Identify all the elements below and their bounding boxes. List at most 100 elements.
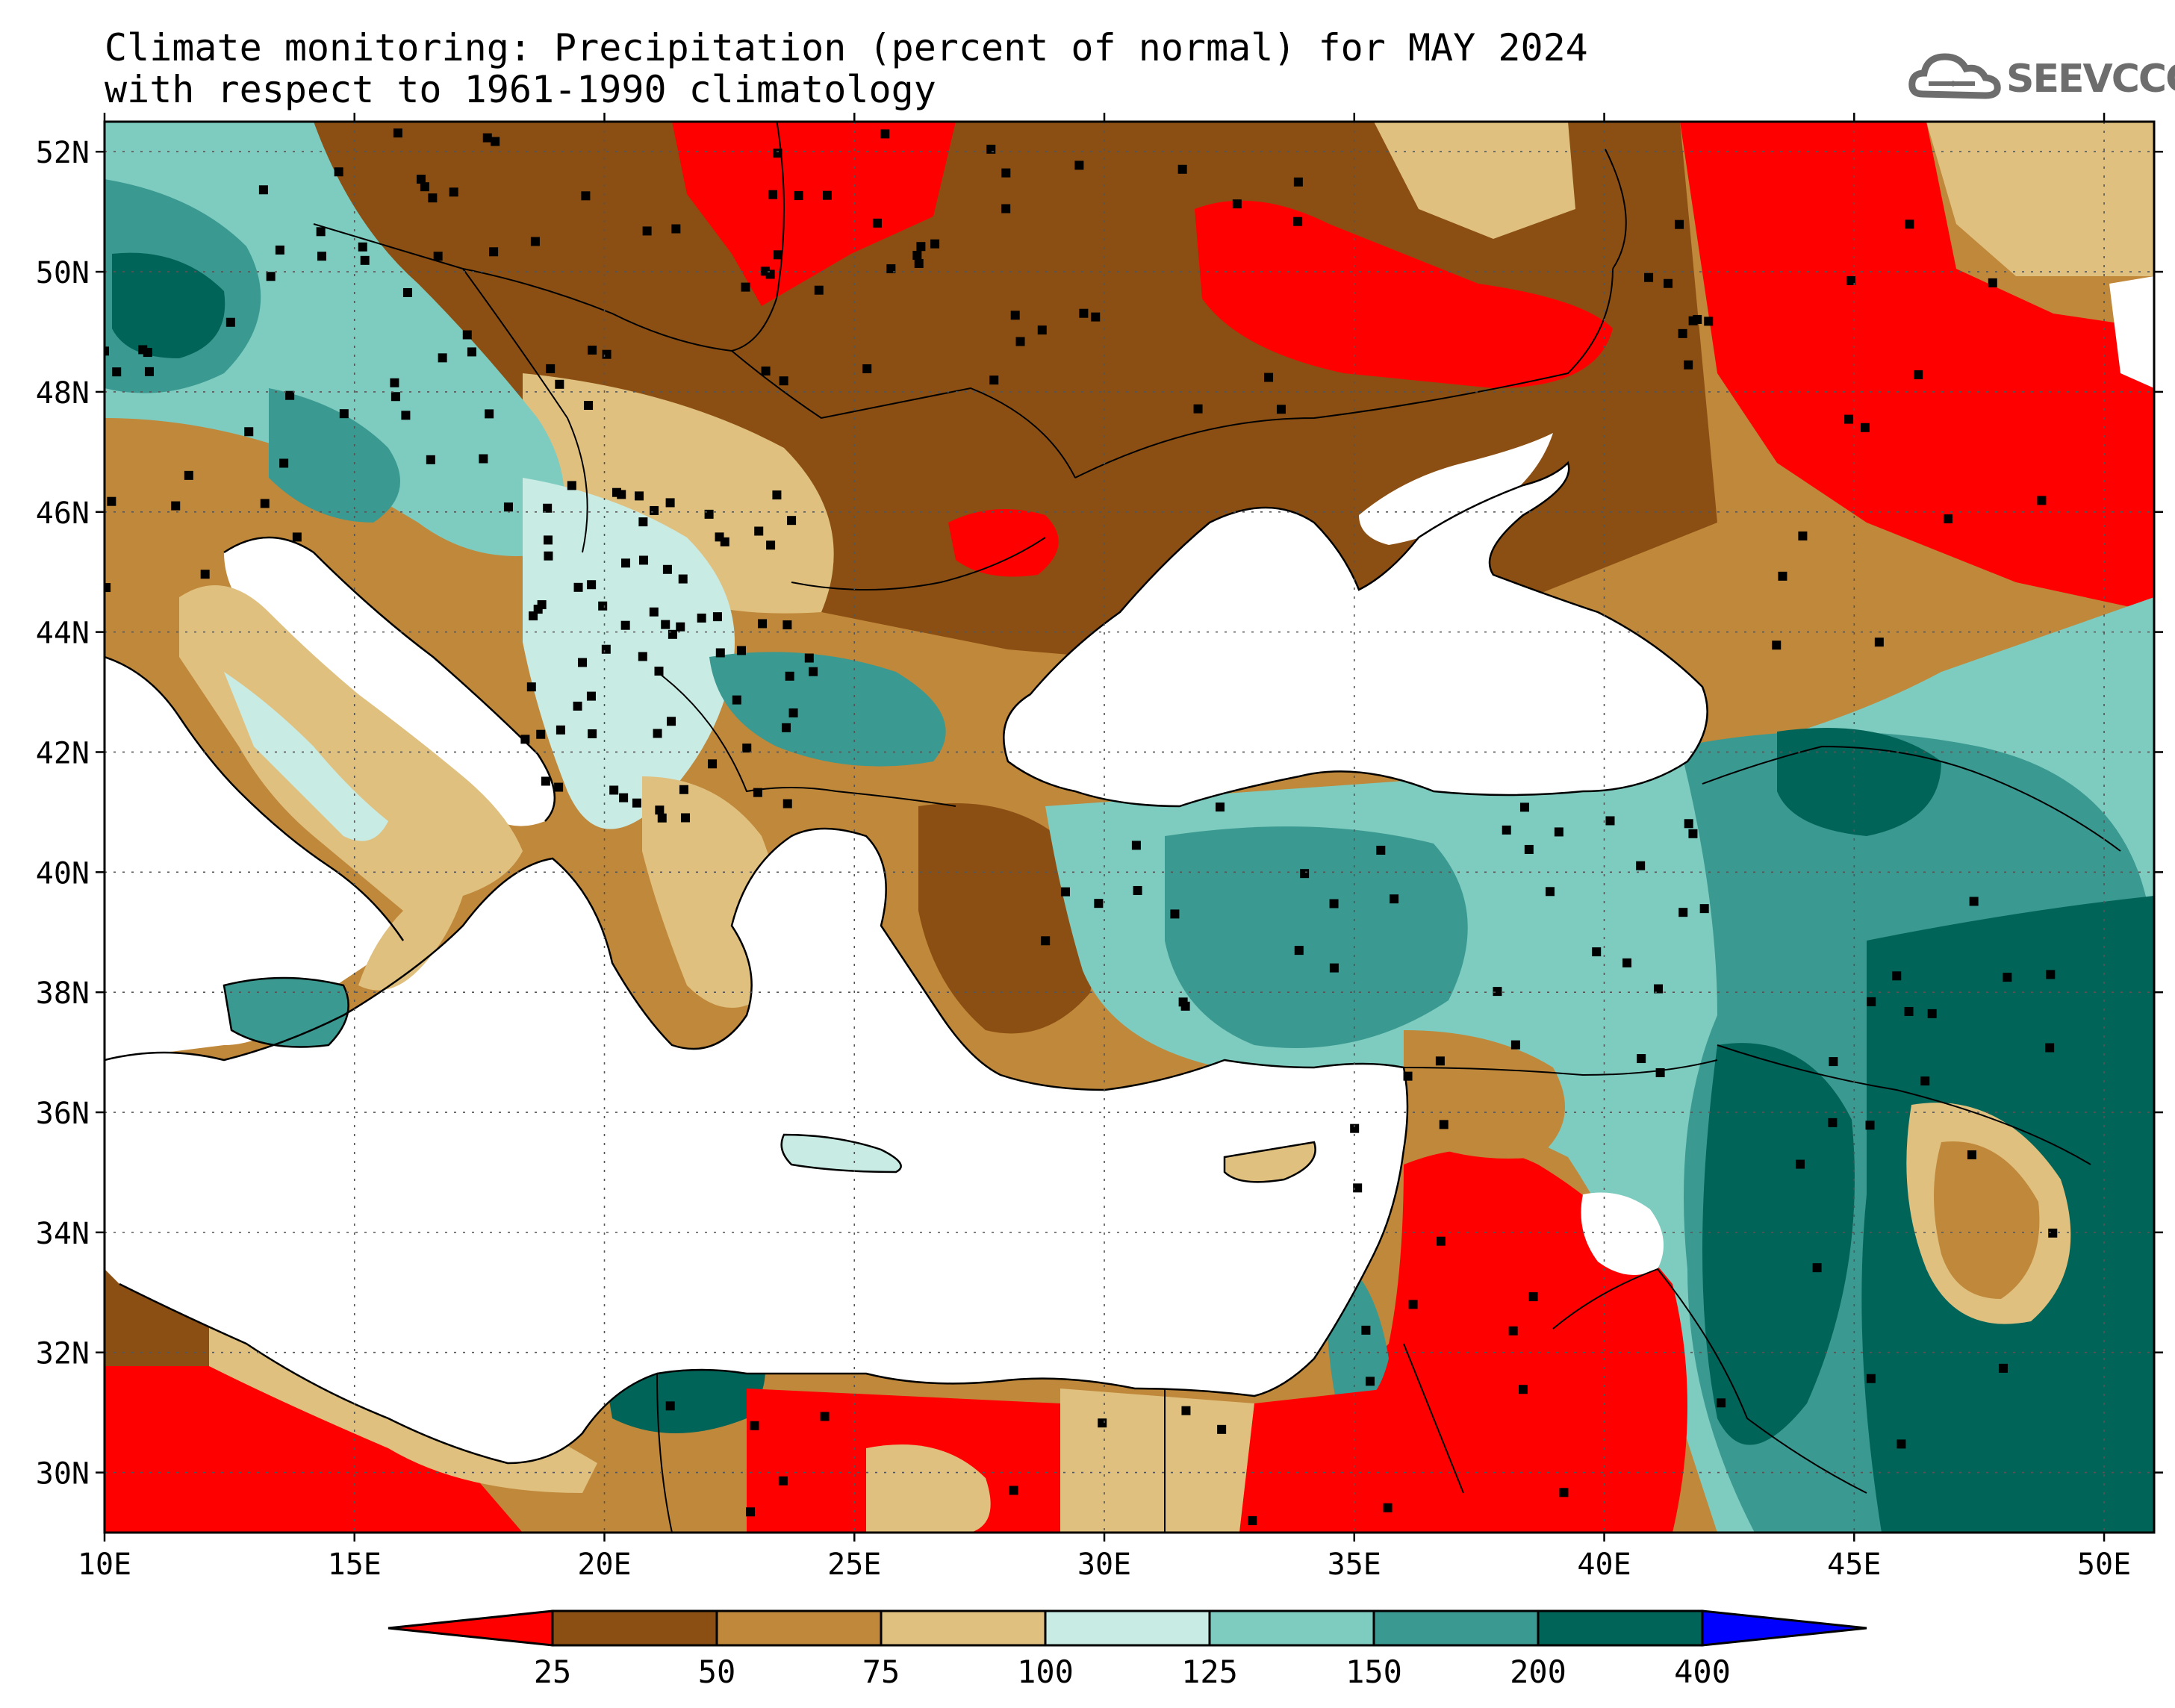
map-frame: [103, 120, 2156, 1534]
lon-tick-label: 45E: [1827, 1548, 1881, 1582]
station-marker: [1684, 819, 1693, 829]
station-marker: [914, 258, 924, 268]
station-marker: [1772, 640, 1782, 650]
station-marker: [1060, 887, 1070, 897]
station-marker: [360, 255, 370, 265]
station-marker: [1920, 1076, 1930, 1086]
station-marker: [1015, 337, 1025, 346]
station-markers: [105, 128, 2058, 1526]
station-marker: [1010, 311, 1020, 320]
station-marker: [171, 501, 181, 511]
station-marker: [754, 526, 764, 536]
station-marker: [1846, 275, 1855, 285]
station-marker: [1812, 1263, 1822, 1273]
station-marker: [1131, 841, 1141, 850]
station-marker: [244, 427, 254, 437]
station-marker: [598, 601, 608, 611]
station-marker: [665, 1401, 675, 1411]
station-marker: [520, 735, 530, 744]
lat-tick-label: 42N: [36, 736, 90, 770]
station-marker: [741, 282, 750, 292]
station-marker: [1678, 908, 1688, 917]
country-borders: [313, 122, 2121, 1533]
station-marker: [584, 401, 594, 411]
legend-swatch: [1537, 1609, 1704, 1647]
legend-label: 400: [1674, 1654, 1731, 1690]
station-marker: [138, 345, 148, 355]
legend-arrow-high: [1701, 1609, 1867, 1647]
station-marker: [1655, 1068, 1665, 1077]
station-marker: [668, 629, 677, 639]
legend-swatch: [715, 1609, 883, 1647]
lat-tick-label: 30N: [36, 1457, 90, 1492]
station-marker: [1559, 1488, 1569, 1497]
station-marker: [1678, 328, 1687, 338]
station-marker: [555, 379, 564, 389]
station-marker: [1874, 638, 1884, 647]
station-marker: [1865, 1121, 1875, 1130]
station-marker: [1829, 1057, 1838, 1067]
station-marker: [708, 759, 718, 769]
station-marker: [588, 729, 597, 738]
station-marker: [1637, 1054, 1646, 1064]
station-marker: [1329, 963, 1339, 973]
station-marker: [1353, 1183, 1363, 1193]
station-marker: [746, 1507, 756, 1517]
station-marker: [1519, 1385, 1528, 1394]
station-marker: [1943, 514, 1952, 524]
station-marker: [1927, 1009, 1937, 1018]
lat-tick-label: 38N: [36, 976, 90, 1011]
station-marker: [433, 252, 443, 261]
station-marker: [1329, 899, 1339, 908]
station-marker: [1403, 1071, 1413, 1081]
station-marker: [536, 729, 546, 739]
station-marker: [485, 409, 494, 419]
station-marker: [1778, 571, 1787, 581]
station-marker: [184, 470, 193, 480]
station-marker: [1998, 1363, 2008, 1373]
station-marker: [105, 583, 111, 593]
station-marker: [1654, 984, 1664, 994]
station-marker: [753, 788, 762, 797]
station-marker: [285, 390, 295, 400]
station-marker: [766, 540, 776, 550]
station-marker: [809, 667, 818, 676]
legend-swatch: [880, 1609, 1047, 1647]
station-marker: [1554, 827, 1563, 837]
station-marker: [1844, 414, 1854, 424]
station-marker: [638, 517, 648, 527]
axis-ticks: [96, 113, 2163, 1542]
station-marker: [1001, 204, 1011, 214]
lat-tick-label: 48N: [36, 376, 90, 411]
station-marker: [144, 367, 154, 376]
station-marker: [1193, 404, 1203, 414]
station-marker: [1365, 1377, 1375, 1386]
station-marker: [1293, 216, 1303, 226]
station-marker: [820, 1412, 830, 1421]
station-marker: [334, 167, 343, 177]
station-marker: [697, 613, 706, 623]
station-marker: [782, 799, 792, 808]
station-marker: [275, 245, 284, 255]
station-marker: [586, 691, 596, 701]
station-marker: [107, 496, 116, 506]
station-marker: [1914, 370, 1923, 380]
station-marker: [402, 287, 412, 297]
legend-label: 50: [698, 1654, 736, 1690]
station-marker: [785, 671, 794, 681]
station-marker: [1181, 1406, 1191, 1415]
legend-label: 75: [862, 1654, 900, 1690]
station-marker: [1217, 1424, 1227, 1434]
station-marker: [1644, 272, 1654, 282]
station-marker: [358, 242, 367, 252]
station-marker: [1390, 894, 1399, 904]
station-marker: [750, 1421, 759, 1430]
station-marker: [1276, 405, 1286, 414]
station-marker: [266, 272, 276, 281]
station-marker: [260, 499, 270, 508]
station-marker: [773, 149, 782, 158]
station-marker: [541, 776, 550, 786]
lat-tick-label: 44N: [36, 617, 90, 651]
station-marker: [736, 646, 746, 655]
